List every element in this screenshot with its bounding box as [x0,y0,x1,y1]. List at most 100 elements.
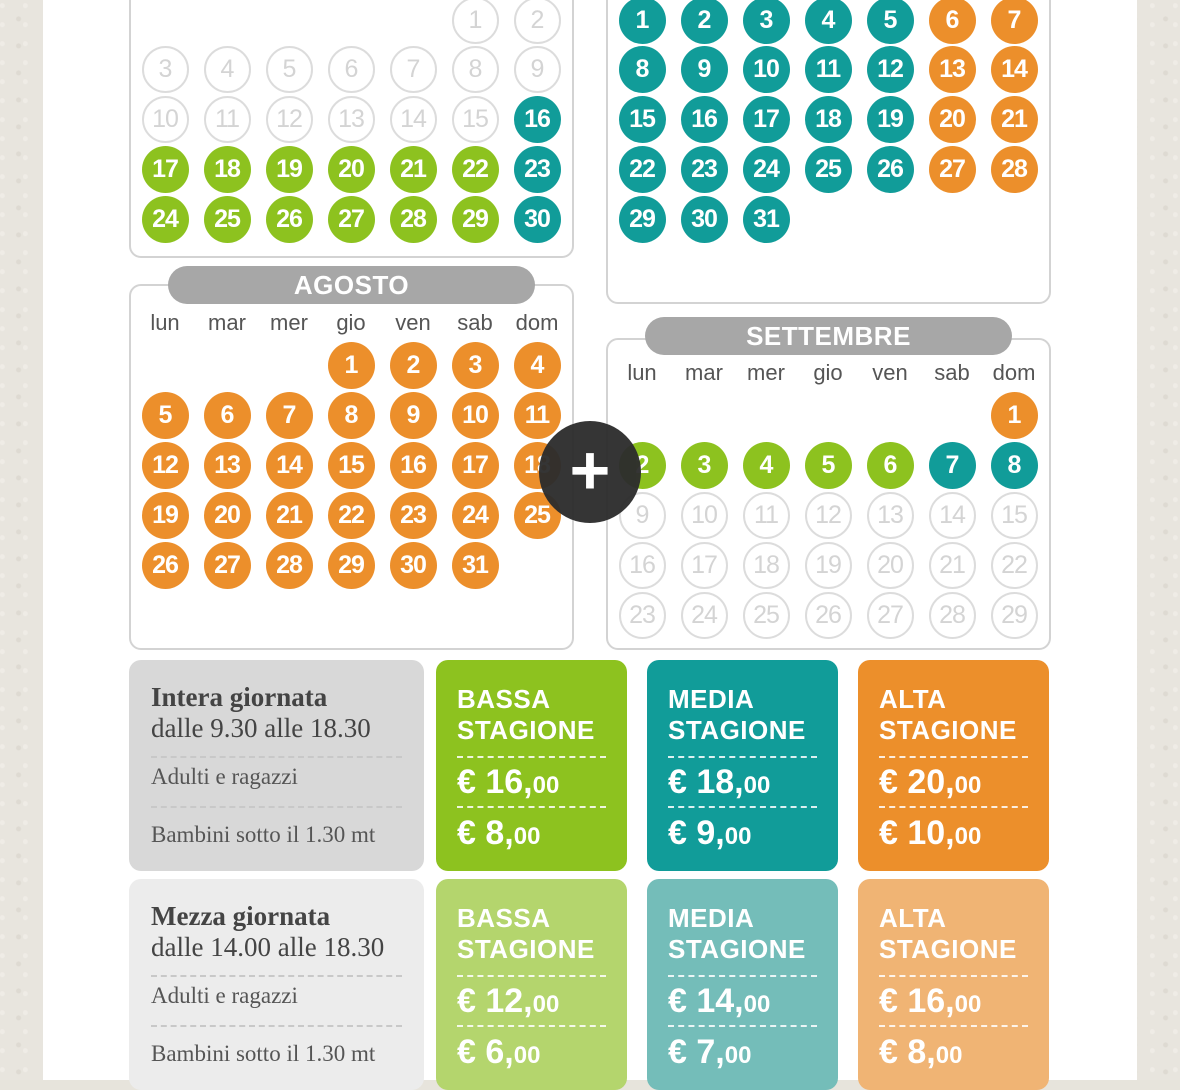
calendar-day: 10 [742,45,790,93]
calendar-day: 25 [742,591,790,639]
calendar-day: 2 [389,341,437,389]
half-day-mid-season-card: MEDIA STAGIONE € 14,00 € 7,00 [647,879,838,1090]
calendar-day: 22 [451,145,499,193]
calendar-day: 22 [618,145,666,193]
calendar-day: 11 [513,391,561,439]
calendar-day: 12 [804,491,852,539]
calendar-day: 13 [866,491,914,539]
calendar-day: 1 [327,341,375,389]
weekday-label: mar [685,360,723,385]
calendar-day: 13 [327,95,375,143]
calendar-day: 5 [265,45,313,93]
calendar-day: 21 [389,145,437,193]
half-day-low-season-card: BASSA STAGIONE € 12,00 € 6,00 [436,879,627,1090]
calendar-day: 20 [866,541,914,589]
calendar-day: 16 [680,95,728,143]
full-day-label-card: Intera giornata dalle 9.30 alle 18.30 Ad… [129,660,424,871]
calendar-day: 23 [389,491,437,539]
calendar-day: 15 [327,441,375,489]
calendar-day: 18 [804,95,852,143]
calendar-day: 26 [265,195,313,243]
zoom-in-button[interactable]: + [539,421,641,523]
calendar-day: 24 [141,195,189,243]
calendar-day: 28 [928,591,976,639]
calendar-month-title: AGOSTO [168,266,535,304]
weekday-label: dom [992,360,1036,385]
calendar-day: 26 [141,541,189,589]
calendar-day: 27 [928,145,976,193]
calendar-day: 30 [389,541,437,589]
child-price: € 10,00 [879,814,982,852]
divider [151,756,402,758]
calendar-day: 22 [990,541,1038,589]
calendar-day: 7 [265,391,313,439]
divider [457,756,606,758]
full-day-mid-season-card: MEDIA STAGIONE € 18,00 € 9,00 [647,660,838,871]
calendar-day: 15 [451,95,499,143]
child-price: € 7,00 [668,1033,752,1071]
calendar-day: 9 [389,391,437,439]
calendar-day: 7 [389,45,437,93]
calendar-day: 4 [804,0,852,44]
adult-price: € 20,00 [879,763,982,801]
weekday-label: gio [336,310,366,335]
calendar-day: 1 [618,0,666,44]
full-day-title: Intera giornata [151,682,328,712]
child-price: € 8,00 [879,1033,963,1071]
calendar-day: 10 [141,95,189,143]
calendar-day: 30 [680,195,728,243]
calendar-day: 30 [513,195,561,243]
page-content: 1 2 3 4 5 6 7 8 9 10 11 12 13 14 15 16 17 18 19 20 21 22 23 24 2… [43,0,1137,1090]
divider [457,975,606,977]
calendar-day: 10 [451,391,499,439]
adult-price: € 18,00 [668,763,771,801]
calendar-day: 3 [141,45,189,93]
child-price: € 8,00 [457,814,541,852]
calendar-day: 31 [451,541,499,589]
calendar-day: 16 [389,441,437,489]
calendar-day: 25 [804,145,852,193]
calendar-day: 24 [451,491,499,539]
divider [151,975,402,977]
calendar-day: 6 [203,391,251,439]
calendar-day: 28 [389,195,437,243]
full-day-time: dalle 9.30 alle 18.30 [151,713,371,743]
weekday-label: ven [395,310,431,335]
calendar-day: 14 [389,95,437,143]
divider [668,756,817,758]
calendar-day: 9 [513,45,561,93]
child-price: € 9,00 [668,814,752,852]
calendar-day: 1 [451,0,499,44]
calendar-day: 11 [742,491,790,539]
calendar-day: 13 [203,441,251,489]
calendar-day: 21 [990,95,1038,143]
weekday-label: gio [813,360,843,385]
calendar-day: 19 [265,145,313,193]
calendar-day: 28 [990,145,1038,193]
weekday-label: mar [208,310,246,335]
calendar-day: 20 [327,145,375,193]
calendar-day: 7 [928,441,976,489]
calendar-day: 3 [680,441,728,489]
divider [668,1025,817,1027]
calendar-day: 4 [513,341,561,389]
half-day-label-card: Mezza giornata dalle 14.00 alle 18.30 Ad… [129,879,424,1090]
calendar-day: 16 [513,95,561,143]
weekday-label: lun [150,310,180,335]
calendar-day: 17 [742,95,790,143]
calendar-day: 6 [327,45,375,93]
season-name: ALTA STAGIONE [879,903,1017,964]
divider [879,756,1028,758]
calendar-day: 3 [742,0,790,44]
adult-price: € 16,00 [879,982,982,1020]
calendar-day: 8 [990,441,1038,489]
calendar-day: 3 [451,341,499,389]
calendar-day: 24 [680,591,728,639]
half-day-title: Mezza giornata [151,901,331,931]
calendar-day: 4 [742,441,790,489]
calendar-day: 5 [866,0,914,44]
calendar-day: 26 [804,591,852,639]
calendar-day: 17 [680,541,728,589]
calendar-day: 12 [866,45,914,93]
calendar-day: 4 [203,45,251,93]
